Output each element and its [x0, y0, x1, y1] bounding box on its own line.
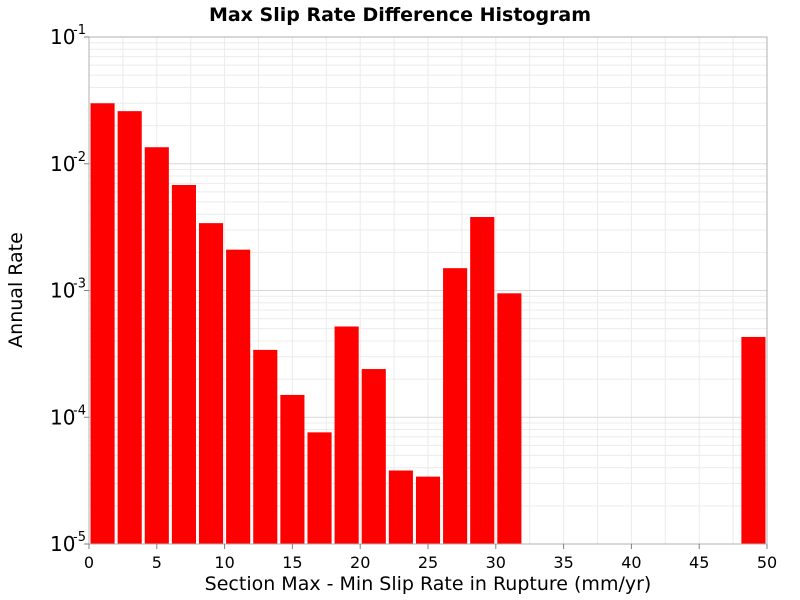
y-tick-base: 10 — [50, 25, 75, 49]
histogram-bar — [117, 111, 142, 544]
x-tick-label: 0 — [84, 553, 94, 572]
y-tick-base: 10 — [50, 532, 75, 556]
histogram-bar — [741, 336, 766, 544]
y-tick-base: 10 — [50, 405, 75, 429]
histogram-bar — [415, 476, 441, 544]
chart-title: Max Slip Rate Difference Histogram — [209, 4, 591, 26]
histogram-bar — [497, 293, 522, 544]
x-tick-label: 35 — [553, 553, 573, 572]
x-axis-label: Section Max - Min Slip Rate in Rupture (… — [205, 573, 652, 595]
y-tick-exponent: -5 — [73, 530, 86, 545]
x-tick-label: 45 — [689, 553, 709, 572]
x-tick-label: 50 — [757, 553, 777, 572]
histogram-bar — [470, 217, 495, 544]
histogram-bar — [307, 432, 332, 544]
histogram-bar — [443, 268, 468, 544]
x-tick-label: 15 — [282, 553, 302, 572]
y-axis-ticks: 10-110-210-310-410-5 — [50, 23, 89, 556]
x-tick-label: 30 — [486, 553, 506, 572]
x-tick-label: 40 — [621, 553, 641, 572]
histogram-bar — [144, 147, 169, 544]
y-tick-exponent: -4 — [73, 403, 86, 418]
bars — [90, 103, 766, 545]
y-tick-base: 10 — [50, 279, 75, 303]
histogram-bar — [171, 184, 196, 544]
x-tick-label: 20 — [350, 553, 370, 572]
x-tick-label: 5 — [152, 553, 162, 572]
histogram-bar — [226, 249, 251, 545]
histogram-bar — [280, 394, 305, 544]
y-tick-exponent: -3 — [73, 277, 86, 292]
y-tick-exponent: -2 — [73, 150, 86, 165]
x-tick-label: 10 — [214, 553, 234, 572]
histogram-bar — [198, 223, 224, 544]
y-tick-exponent: -1 — [73, 23, 86, 38]
y-axis-label: Annual Rate — [5, 232, 27, 348]
histogram-bar — [361, 369, 386, 544]
histogram-bar — [253, 349, 278, 544]
x-axis-ticks: 0 5 10 15 20 25 30 35 40 45 50 — [84, 544, 777, 572]
histogram-bar — [90, 103, 115, 545]
histogram-bar — [334, 326, 359, 544]
x-tick-label: 25 — [418, 553, 438, 572]
histogram-bar — [388, 470, 413, 544]
y-tick-base: 10 — [50, 152, 75, 176]
